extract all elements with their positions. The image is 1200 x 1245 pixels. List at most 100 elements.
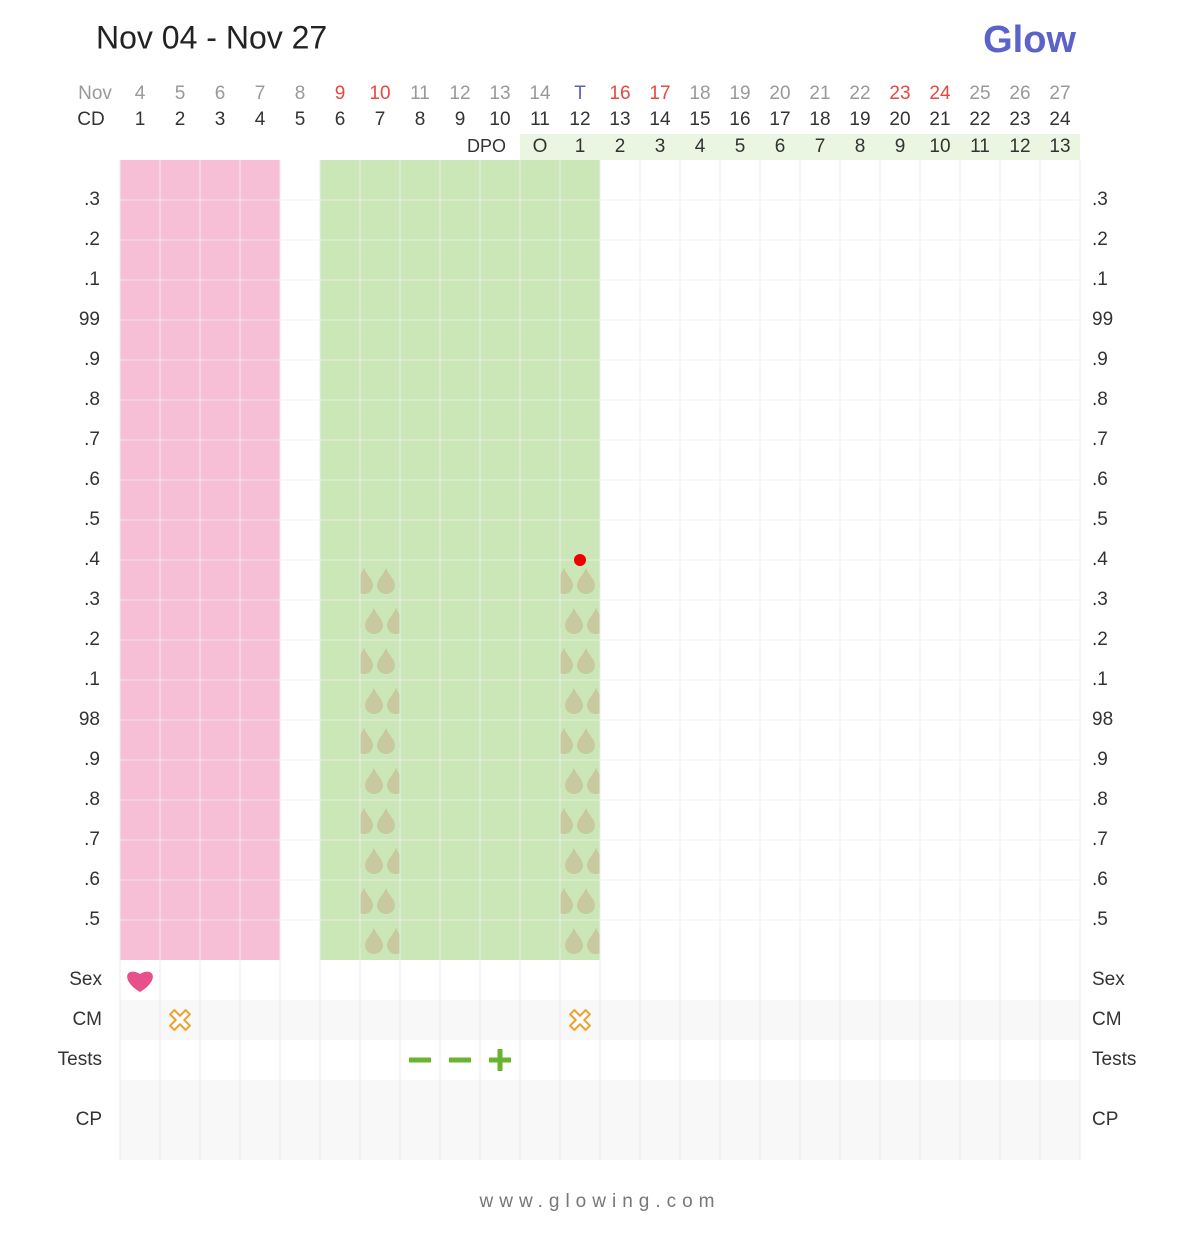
cd: 2: [175, 109, 186, 130]
day: 10: [369, 83, 390, 104]
day: 25: [969, 83, 990, 104]
cd: 12: [569, 109, 590, 130]
drop: [377, 888, 395, 914]
y-tick-label: .4: [84, 549, 100, 570]
day: 6: [215, 83, 226, 104]
drop: [599, 901, 600, 910]
y-tick-label: .9: [84, 349, 100, 370]
y-tick-label-right: .8: [1092, 389, 1108, 410]
y-tick-label: .3: [84, 189, 100, 210]
drop: [609, 848, 627, 874]
drop: [587, 688, 600, 714]
y-tick-label: .6: [84, 869, 100, 890]
cd: 24: [1049, 109, 1071, 130]
drop: [360, 888, 373, 914]
row-label-right: Tests: [1092, 1049, 1136, 1070]
y-tick-label-right: .3: [1092, 189, 1108, 210]
row-label: CP: [76, 1109, 102, 1130]
cd: 4: [255, 109, 266, 130]
days-label: Nov: [78, 83, 112, 104]
drop: [565, 768, 583, 794]
drop: [599, 581, 600, 590]
day: 7: [255, 83, 266, 104]
y-tick-label-right: .8: [1092, 789, 1108, 810]
day: 21: [809, 83, 830, 104]
day: 12: [449, 83, 470, 104]
y-tick-label-right: .7: [1092, 829, 1108, 850]
y-tick-label-right: .6: [1092, 869, 1108, 890]
test-plus: [497, 1049, 503, 1071]
cd: 3: [215, 109, 226, 130]
y-tick-label-right: 98: [1092, 709, 1113, 730]
y-tick-label: .2: [84, 229, 100, 250]
drop: [387, 688, 400, 714]
day: 18: [689, 83, 710, 104]
drop: [609, 608, 627, 634]
title: Nov 04 - Nov 27: [96, 19, 327, 55]
drop: [365, 928, 383, 954]
y-tick-label: .5: [84, 909, 100, 930]
temperature-point: [574, 554, 586, 566]
drop: [560, 808, 573, 834]
day: T: [574, 83, 586, 104]
y-tick-label: .3: [84, 589, 100, 610]
y-tick-label-right: .5: [1092, 909, 1108, 930]
cm-shape: [169, 1009, 191, 1031]
day: 27: [1049, 83, 1070, 104]
cd: 19: [849, 109, 870, 130]
drops: [560, 568, 627, 954]
row-label-right: CM: [1092, 1009, 1122, 1030]
y-tick-label: .5: [84, 509, 100, 530]
drop: [587, 848, 600, 874]
drop: [387, 608, 400, 634]
y-tick-label: 99: [79, 309, 100, 330]
drops: [360, 568, 400, 954]
cd: 10: [489, 109, 510, 130]
row-label-right: Sex: [1092, 969, 1125, 990]
drop: [565, 848, 583, 874]
drop: [377, 648, 395, 674]
row-label-right: CP: [1092, 1109, 1118, 1130]
dpo: O: [533, 136, 548, 157]
y-tick-label-right: .1: [1092, 669, 1108, 690]
drop: [377, 728, 395, 754]
drop: [587, 608, 600, 634]
drop: [387, 928, 400, 954]
drop: [365, 768, 383, 794]
day: 4: [135, 83, 146, 104]
drop: [565, 608, 583, 634]
drop: [360, 568, 373, 594]
day: 13: [489, 83, 510, 104]
dpo: 4: [695, 136, 706, 157]
cd: 17: [769, 109, 790, 130]
cd: 6: [335, 109, 346, 130]
y-tick-label: .1: [84, 269, 100, 290]
y-tick-label-right: .4: [1092, 549, 1108, 570]
cm-icon: [569, 1009, 591, 1031]
dpo: 7: [815, 136, 826, 157]
cm-shape: [569, 1009, 591, 1031]
y-tick-label: .7: [84, 429, 100, 450]
drop: [577, 808, 595, 834]
cd: 13: [609, 109, 630, 130]
day: 19: [729, 83, 750, 104]
drop: [560, 888, 573, 914]
y-tick-label: .1: [84, 669, 100, 690]
drop: [365, 848, 383, 874]
y-tick-label: .2: [84, 629, 100, 650]
day: 26: [1009, 83, 1030, 104]
y-tick-label-right: .1: [1092, 269, 1108, 290]
drop: [577, 568, 595, 594]
day: 22: [849, 83, 870, 104]
day: 8: [295, 83, 306, 104]
dpo: 12: [1009, 136, 1030, 157]
cd: 11: [530, 109, 550, 130]
drop: [387, 768, 400, 794]
drop: [577, 648, 595, 674]
y-tick-label-right: .7: [1092, 429, 1108, 450]
y-tick-label-right: .2: [1092, 629, 1108, 650]
cd: 18: [809, 109, 830, 130]
cd: 16: [729, 109, 750, 130]
drop: [609, 768, 627, 794]
drop: [377, 808, 395, 834]
